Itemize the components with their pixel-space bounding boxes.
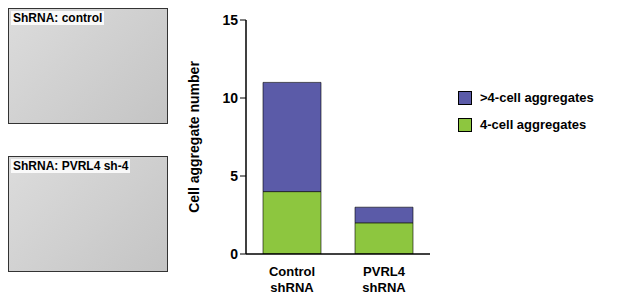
svg-text:0: 0 (230, 246, 238, 262)
html-text:ShRNA: PVRL4 sh-4: ShRNA: PVRL4 sh-4 (13, 159, 129, 173)
svg-text:10: 10 (222, 90, 238, 106)
html-text:4-cell aggregates: 4-cell aggregates (480, 117, 587, 132)
html-text:>4-cell aggregates: >4-cell aggregates (480, 90, 594, 105)
svg-text:ControlshRNA: ControlshRNA (269, 264, 315, 295)
svg-text:15: 15 (222, 12, 238, 28)
html-text:ShRNA: control: ShRNA: control (13, 11, 103, 25)
svg-text:PVRL4shRNA: PVRL4shRNA (362, 264, 406, 295)
svg-text:Cell aggregate number: Cell aggregate number (186, 61, 202, 213)
svg-text:5: 5 (230, 168, 238, 184)
